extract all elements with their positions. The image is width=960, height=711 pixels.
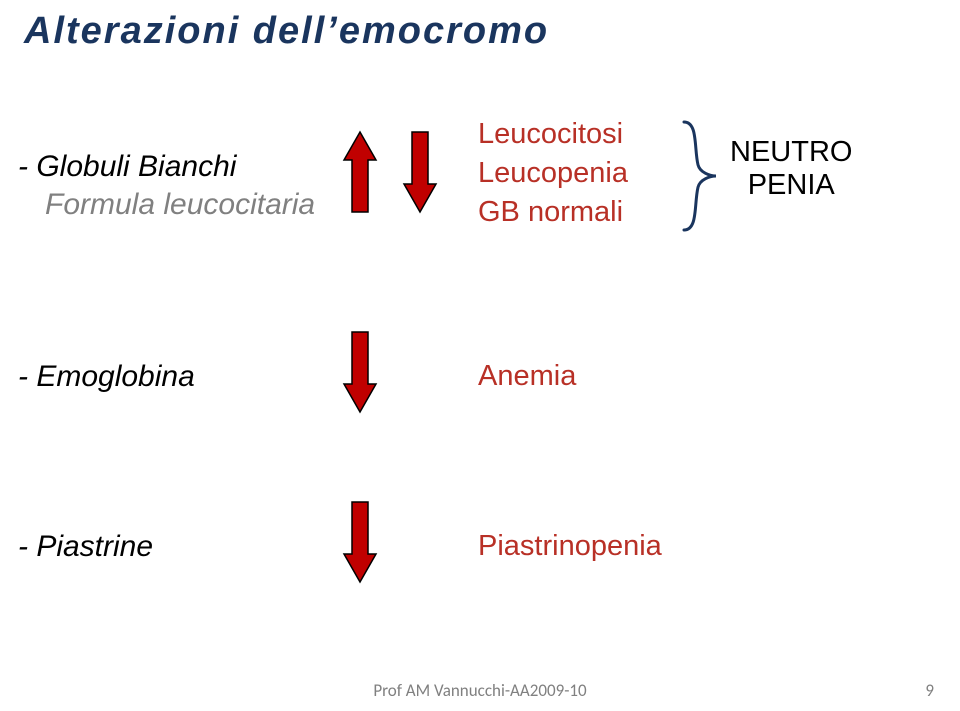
row3-label: - Piastrine	[18, 530, 153, 564]
row1-result-2: GB normali	[478, 196, 623, 229]
right-annotation-line2: PENIA	[748, 169, 835, 201]
row3-result-0: Piastrinopenia	[478, 530, 662, 563]
arrow-down-icon	[400, 130, 440, 214]
row1-result-0: Leucocitosi	[478, 118, 623, 151]
right-annotation-line1: NEUTRO	[730, 136, 852, 168]
row1-sublabel: Formula leucocitaria	[45, 188, 315, 222]
page-number: 9	[925, 680, 934, 701]
row1-result-1: Leucopenia	[478, 157, 628, 190]
footer-text: Prof AM Vannucchi-AA2009-10	[0, 680, 960, 701]
page-title: Alterazioni dell’emocromo	[24, 10, 549, 53]
row1-label: - Globuli Bianchi	[18, 150, 236, 184]
right-annotation: NEUTRO PENIA	[730, 136, 852, 203]
arrow-down-icon	[340, 330, 380, 414]
arrow-up-icon	[340, 130, 380, 214]
row2-label: - Emoglobina	[18, 360, 195, 394]
brace-icon	[680, 120, 720, 232]
row2-result-0: Anemia	[478, 360, 576, 393]
arrow-down-icon	[340, 500, 380, 584]
